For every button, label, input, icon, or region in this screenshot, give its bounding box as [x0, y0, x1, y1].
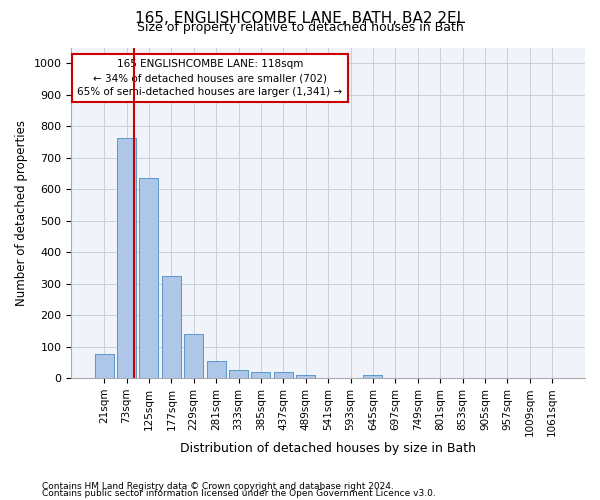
Bar [95, 354, 113, 378]
Bar [139, 178, 158, 378]
Text: 165, ENGLISHCOMBE LANE, BATH, BA2 2EL: 165, ENGLISHCOMBE LANE, BATH, BA2 2EL [135, 11, 465, 26]
Bar [162, 276, 181, 378]
Text: 165 ENGLISHCOMBE LANE: 118sqm
← 34% of detached houses are smaller (702)
65% of : 165 ENGLISHCOMBE LANE: 118sqm ← 34% of d… [77, 59, 343, 97]
Text: Size of property relative to detached houses in Bath: Size of property relative to detached ho… [137, 22, 463, 35]
X-axis label: Distribution of detached houses by size in Bath: Distribution of detached houses by size … [180, 442, 476, 455]
Bar [251, 372, 271, 378]
Bar [117, 138, 136, 378]
Text: Contains HM Land Registry data © Crown copyright and database right 2024.: Contains HM Land Registry data © Crown c… [42, 482, 394, 491]
Bar [206, 361, 226, 378]
Text: Contains public sector information licensed under the Open Government Licence v3: Contains public sector information licen… [42, 489, 436, 498]
Y-axis label: Number of detached properties: Number of detached properties [15, 120, 28, 306]
Bar [296, 375, 315, 378]
Bar [229, 370, 248, 378]
Bar [274, 372, 293, 378]
Bar [364, 375, 382, 378]
Bar [184, 334, 203, 378]
